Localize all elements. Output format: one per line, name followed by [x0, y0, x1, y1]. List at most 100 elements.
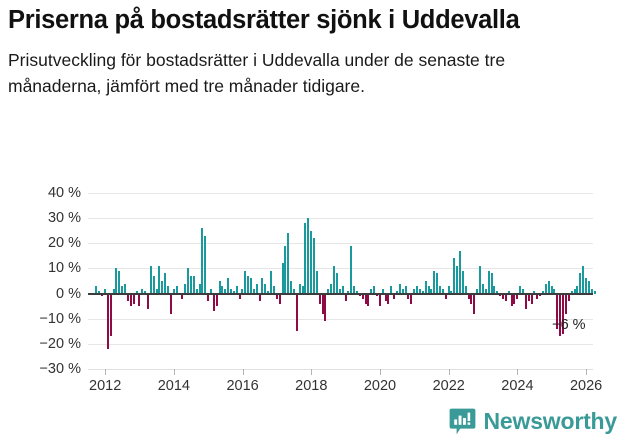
- bar: [427, 286, 430, 294]
- bar: [192, 275, 195, 294]
- bar: [164, 273, 167, 294]
- bar: [590, 288, 593, 294]
- bar: [135, 291, 138, 294]
- bar: [487, 270, 490, 294]
- bar-chart-speech-bubble-icon: [449, 408, 476, 435]
- bar: [467, 293, 470, 299]
- bar: [324, 293, 327, 322]
- bar: [384, 293, 387, 302]
- newsworthy-logo-text: Newsworthy: [483, 408, 618, 434]
- bar: [218, 281, 221, 294]
- bar: [461, 270, 464, 294]
- x-axis-tick-label: 2026: [569, 378, 603, 394]
- bar: [484, 288, 487, 294]
- x-axis-tick-label: 2014: [157, 378, 191, 394]
- bar: [373, 286, 376, 294]
- bar: [562, 293, 565, 334]
- bar: [115, 268, 118, 294]
- x-axis-tick: [311, 369, 313, 375]
- bar: [318, 293, 321, 304]
- bar: [438, 286, 441, 294]
- bars-layer: [88, 193, 596, 369]
- bar: [278, 293, 281, 304]
- bar: [424, 281, 427, 294]
- bar: [501, 293, 504, 299]
- bar: [576, 286, 579, 294]
- bar: [321, 293, 324, 314]
- y-axis-tick-label: 0 %: [56, 285, 81, 302]
- bar: [496, 291, 499, 294]
- bar: [152, 275, 155, 294]
- bar: [421, 291, 424, 294]
- bar: [344, 293, 347, 302]
- chart-page: Priserna på bostadsrätter sjönk i Uddeva…: [0, 6, 631, 445]
- bar: [106, 293, 109, 349]
- bar: [493, 286, 496, 294]
- bar: [129, 293, 132, 307]
- x-axis-tick-label: 2016: [226, 378, 259, 394]
- bar: [175, 286, 178, 294]
- bar: [527, 293, 530, 302]
- bar: [104, 288, 107, 294]
- bar: [169, 293, 172, 314]
- bar: [255, 283, 258, 294]
- bar: [470, 293, 473, 304]
- bar: [378, 293, 381, 307]
- bar: [121, 286, 124, 294]
- bar: [464, 286, 467, 294]
- bar: [347, 291, 350, 294]
- bar: [441, 288, 444, 294]
- bar: [507, 291, 510, 294]
- y-axis-tick-label: −30 %: [39, 361, 81, 377]
- bar: [396, 291, 399, 294]
- bar: [556, 293, 559, 329]
- bar: [564, 293, 567, 314]
- bar: [298, 283, 301, 294]
- bar: [252, 288, 255, 294]
- bar: [418, 288, 421, 294]
- bar: [587, 281, 590, 294]
- bar: [510, 293, 513, 307]
- bar: [387, 293, 390, 304]
- bar: [292, 288, 295, 294]
- bar: [376, 293, 378, 297]
- bar: [270, 270, 273, 294]
- y-axis-tick-label: 30 %: [47, 210, 81, 227]
- bar: [238, 293, 241, 299]
- bar: [126, 293, 129, 302]
- bar: [522, 288, 524, 294]
- gridline: [88, 268, 593, 270]
- x-axis-tick: [586, 369, 588, 375]
- gridline: [88, 318, 593, 320]
- bar: [98, 291, 101, 294]
- bar: [473, 293, 476, 314]
- y-axis-tick-label: 10 %: [47, 260, 81, 277]
- bar: [390, 286, 393, 294]
- bar: [209, 288, 212, 294]
- y-axis-tick-label: 40 %: [47, 185, 81, 201]
- bar: [264, 283, 267, 294]
- bar: [189, 275, 192, 294]
- bar: [241, 288, 244, 294]
- bar: [327, 288, 330, 294]
- bar: [530, 293, 533, 304]
- bar: [149, 265, 152, 294]
- bar: [315, 270, 318, 294]
- x-axis-tick: [517, 369, 519, 375]
- bar: [355, 291, 358, 294]
- x-axis-tick: [105, 369, 107, 375]
- bar: [579, 273, 582, 294]
- x-axis-tick: [380, 369, 381, 375]
- bar: [295, 293, 298, 332]
- bar: [310, 230, 313, 294]
- x-axis-tick-label: 2020: [363, 378, 397, 394]
- bar: [490, 273, 493, 294]
- bar: [404, 286, 407, 294]
- x-axis-tick-label: 2024: [501, 378, 534, 394]
- bar: [513, 293, 516, 304]
- bar: [542, 291, 545, 294]
- bar: [118, 270, 121, 294]
- x-axis-tick-label: 2012: [89, 378, 122, 394]
- bar: [450, 291, 453, 294]
- bar: [244, 270, 247, 294]
